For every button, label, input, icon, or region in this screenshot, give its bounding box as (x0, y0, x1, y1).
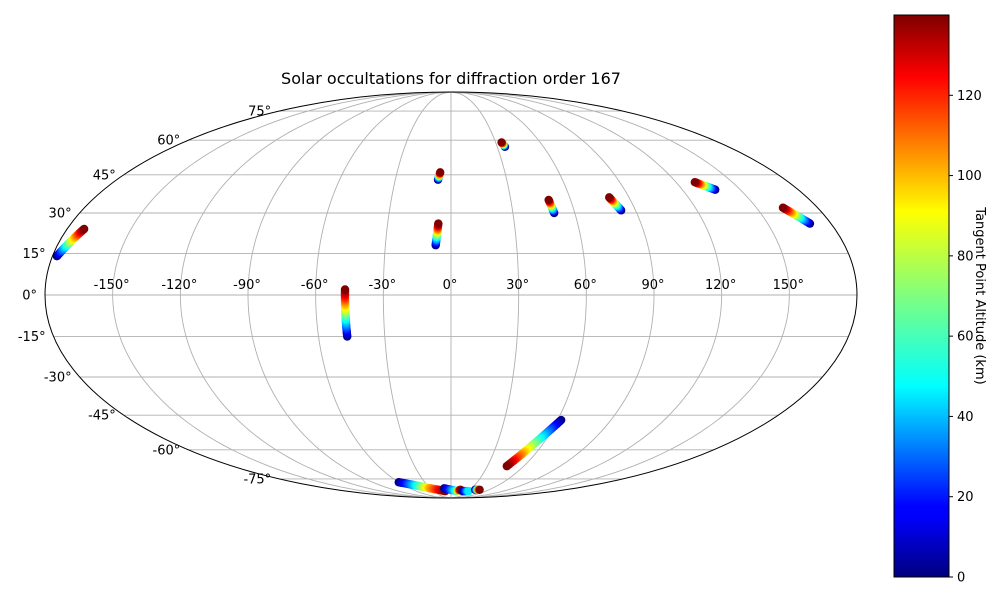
x-tick-label: 150° (773, 278, 804, 293)
data-point (605, 193, 614, 202)
colorbar (893, 14, 950, 578)
colorbar-tick-label: 100 (957, 169, 982, 184)
data-point (544, 195, 553, 205)
chart-title: Solar occultations for diffraction order… (281, 69, 621, 88)
x-tick-label: -150° (94, 278, 130, 293)
y-tick-label: 0° (22, 289, 37, 304)
latitude-tick-labels: 75° 60° 45° 30° 15° 0° -15° -30° -45° -60° -75° (18, 105, 271, 488)
y-tick-label: -30° (44, 371, 72, 386)
map-boundary (44, 91, 858, 499)
longitude-tick-labels: -150° -120° -90° -60° -30° 0° 30° 60° 90° 120° 150… (94, 278, 804, 293)
colorbar-tick-label: 120 (957, 89, 982, 104)
y-tick-label: -75° (243, 472, 271, 487)
y-tick-label: 45° (93, 168, 116, 183)
y-tick-label: 30° (49, 206, 72, 221)
data-point (497, 138, 506, 147)
colorbar-tick-label: 40 (957, 410, 974, 425)
data-point (434, 219, 443, 228)
colorbar-tick-label: 20 (957, 490, 974, 505)
x-tick-label: -90° (233, 278, 261, 293)
x-tick-label: -60° (301, 278, 329, 293)
x-tick-label: 30° (506, 278, 529, 293)
data-point (502, 461, 511, 471)
y-tick-label: 60° (157, 134, 180, 149)
x-tick-label: -30° (368, 278, 396, 293)
data-point (79, 224, 89, 234)
colorbar-tick-label: 80 (957, 249, 974, 264)
colorbar-tick-labels: 0 20 40 60 80 100 120 (949, 89, 982, 586)
y-tick-label: -15° (18, 330, 46, 345)
x-tick-label: -120° (161, 278, 197, 293)
data-point (690, 178, 699, 187)
x-tick-label: 120° (705, 278, 736, 293)
data-point (778, 203, 788, 212)
x-tick-label: 90° (641, 278, 664, 293)
data-point (464, 486, 473, 496)
y-tick-label: -45° (88, 409, 116, 424)
occultation-points (52, 138, 815, 496)
y-tick-label: 75° (248, 105, 271, 120)
colorbar-tick-label: 0 (957, 571, 965, 586)
y-tick-label: 15° (23, 247, 46, 262)
y-tick-label: -60° (153, 443, 181, 458)
x-tick-label: 0° (443, 278, 458, 293)
data-point (340, 285, 350, 294)
graticule-grid (45, 92, 857, 498)
data-point (436, 168, 445, 177)
colorbar-tick-label: 60 (957, 330, 974, 345)
x-tick-label: 60° (574, 278, 597, 293)
colorbar-label: Tangent Point Altitude (km) (972, 206, 987, 384)
data-point (475, 485, 484, 494)
